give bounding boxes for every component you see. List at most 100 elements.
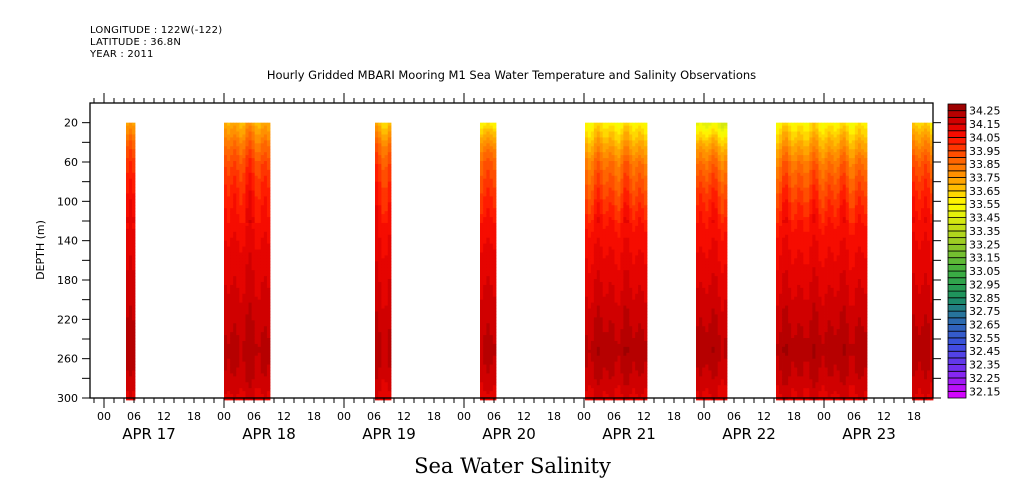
data-cell <box>480 276 484 280</box>
data-cell <box>126 137 130 141</box>
data-cell <box>224 237 228 242</box>
data-cell <box>632 302 636 306</box>
data-cell <box>230 128 234 132</box>
data-cell <box>227 243 231 247</box>
data-cell <box>611 131 615 135</box>
data-cell <box>254 184 259 188</box>
data-cell <box>126 361 130 365</box>
data-cell <box>242 373 246 377</box>
data-cell <box>699 394 703 398</box>
data-cell <box>492 249 497 253</box>
data-cell <box>245 158 249 162</box>
data-cell <box>696 299 700 304</box>
data-cell <box>239 284 243 289</box>
data-cell <box>593 228 598 233</box>
data-cell <box>590 163 595 168</box>
data-cell <box>245 358 249 363</box>
data-cell <box>614 308 618 312</box>
data-cell <box>702 166 706 171</box>
data-cell <box>224 332 228 336</box>
data-cell <box>129 181 133 186</box>
data-cell <box>242 225 246 230</box>
data-cell <box>263 122 268 127</box>
data-cell <box>483 155 487 159</box>
data-cell <box>587 323 592 327</box>
data-cell <box>480 169 484 174</box>
data-cell <box>378 296 382 301</box>
data-cell <box>620 211 624 215</box>
data-cell <box>257 261 262 265</box>
data-cell <box>257 397 262 401</box>
data-cell <box>641 222 645 227</box>
data-cell <box>605 172 610 177</box>
data-cell <box>620 172 624 177</box>
data-cell <box>251 281 256 286</box>
data-cell <box>635 281 639 286</box>
data-cell <box>236 143 240 147</box>
data-cell <box>617 397 621 401</box>
data-cell <box>260 137 265 141</box>
data-cell <box>702 128 706 132</box>
data-cell <box>230 234 234 239</box>
data-cell <box>384 394 389 398</box>
data-cell <box>480 211 484 215</box>
data-cell <box>635 234 639 239</box>
data-cell <box>230 311 234 315</box>
data-cell <box>608 149 612 153</box>
data-cell <box>590 252 595 256</box>
data-cell <box>705 388 709 392</box>
data-cell <box>617 346 621 351</box>
data-cell <box>632 125 636 129</box>
data-cell <box>263 231 268 236</box>
data-cell <box>590 267 595 271</box>
data-cell <box>492 373 497 377</box>
data-cell <box>635 279 639 283</box>
data-cell <box>605 311 610 315</box>
data-cell <box>617 267 621 271</box>
data-cell <box>492 320 497 324</box>
data-cell <box>605 338 610 342</box>
data-cell <box>702 161 706 165</box>
data-cell <box>599 290 604 295</box>
data-cell <box>638 358 642 363</box>
data-cell <box>614 178 618 183</box>
data-cell <box>608 385 612 389</box>
data-cell <box>590 302 595 306</box>
data-cell <box>224 284 228 289</box>
data-cell <box>617 252 621 256</box>
data-cell <box>626 131 630 135</box>
data-cell <box>699 122 703 127</box>
data-cell <box>254 332 259 336</box>
data-cell <box>381 222 385 227</box>
data-cell <box>483 279 487 283</box>
data-cell <box>233 161 237 165</box>
data-cell <box>489 397 494 401</box>
data-cell <box>587 249 592 253</box>
data-cell <box>632 329 636 333</box>
data-cell <box>702 361 706 365</box>
data-cell <box>617 208 621 212</box>
data-cell <box>242 270 246 274</box>
data-cell <box>617 279 621 283</box>
data-cell <box>129 158 133 162</box>
data-cell <box>260 270 265 274</box>
data-cell <box>242 163 246 168</box>
data-cell <box>602 361 607 365</box>
data-cell <box>260 131 265 135</box>
data-cell <box>260 205 265 209</box>
data-cell <box>489 376 494 380</box>
data-cell <box>702 329 706 333</box>
data-cell <box>245 261 249 265</box>
data-cell <box>623 161 627 165</box>
data-cell <box>696 252 700 256</box>
data-cell <box>266 143 271 147</box>
data-cell <box>257 299 262 304</box>
data-cell <box>696 308 700 312</box>
data-cell <box>129 340 133 345</box>
data-cell <box>638 152 642 156</box>
data-cell <box>480 205 484 209</box>
data-cell <box>629 255 633 259</box>
data-cell <box>593 137 598 141</box>
data-cell <box>632 311 636 315</box>
data-cell <box>702 273 706 277</box>
